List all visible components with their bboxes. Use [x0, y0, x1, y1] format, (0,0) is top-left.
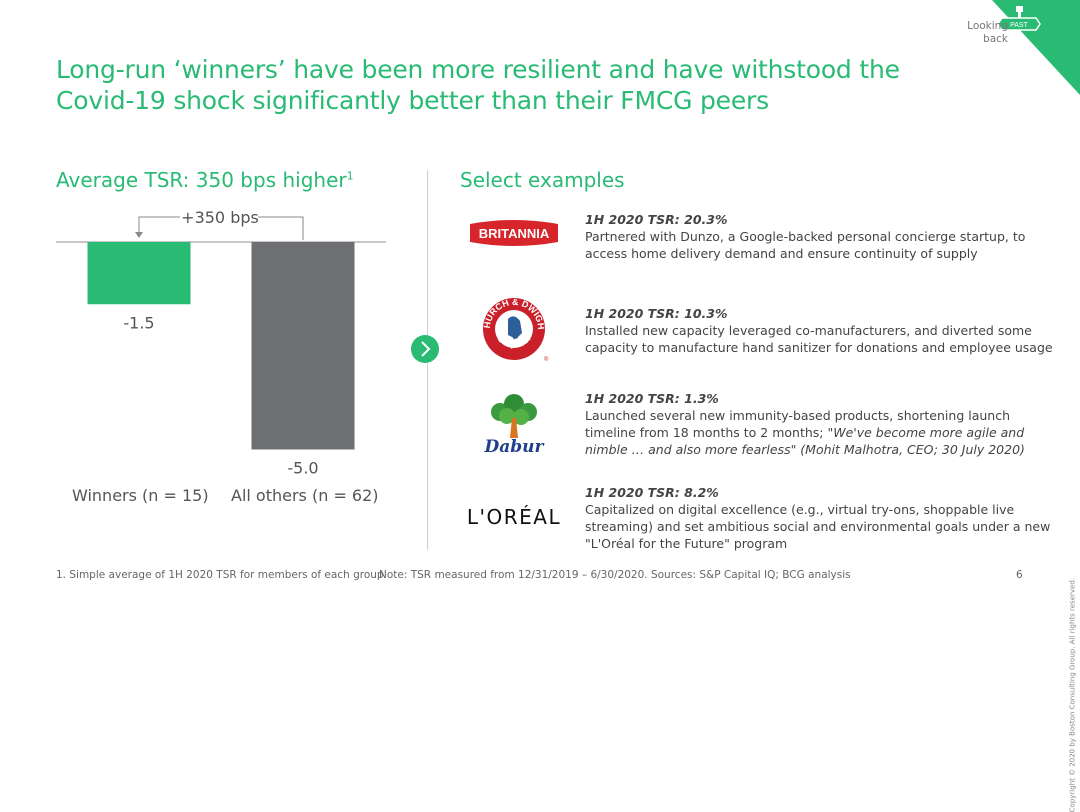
example-1-description: Partnered with Dunzo, a Google-backed pe…	[585, 229, 1026, 261]
example-3-body-text: Launched several new immunity-based prod…	[585, 408, 1010, 440]
example-3-quote: "We've become more agile and nimble … an…	[585, 425, 1025, 457]
page-number: 6	[1016, 569, 1023, 581]
title-line-1: Long-run ‘winners’ have been more resili…	[56, 55, 900, 84]
heading-footnote-marker: 1	[346, 169, 354, 183]
category-label-winners: Winners (n = 15)	[72, 486, 209, 505]
bracket-label: +350 bps	[181, 208, 259, 227]
tsr-bar-chart: -1.5 -5.0 +350 bps	[56, 208, 386, 478]
example-4-description: Capitalized on digital excellence (e.g.,…	[585, 502, 1051, 551]
svg-text:BRITANNIA: BRITANNIA	[479, 226, 550, 241]
page-title: Long-run ‘winners’ have been more resili…	[56, 54, 936, 116]
dabur-logo: Dabur	[458, 392, 570, 458]
looking-back-line1: Looking	[967, 20, 1008, 32]
svg-text:CO., INC.: CO., INC.	[496, 334, 533, 350]
value-label-winners: -1.5	[123, 313, 154, 332]
left-section-heading: Average TSR: 350 bps higher1	[56, 168, 354, 192]
difference-bracket	[135, 216, 304, 240]
value-label-all-others: -5.0	[287, 459, 318, 478]
copyright-notice: Copyright © 2020 by Boston Consulting Gr…	[1068, 578, 1076, 812]
example-3-tsr: 1H 2020 TSR: 1.3%	[585, 391, 719, 406]
chevron-right-icon	[411, 335, 439, 363]
category-label-others: All others (n = 62)	[231, 486, 379, 505]
source-note: Note: TSR measured from 12/31/2019 – 6/3…	[379, 569, 851, 581]
example-2-tsr: 1H 2020 TSR: 10.3%	[585, 306, 728, 321]
svg-text:®: ®	[544, 356, 549, 363]
church-dwight-logo: CHURCH & DWIGHT CO., INC. ®	[458, 295, 570, 365]
past-sign-text: PAST	[1010, 22, 1028, 29]
svg-text:Dabur: Dabur	[484, 437, 545, 457]
looking-back-line2: back	[983, 33, 1008, 45]
example-1-tsr: 1H 2020 TSR: 20.3%	[585, 212, 728, 227]
looking-back-label: Looking back	[967, 20, 1008, 46]
example-4-tsr: 1H 2020 TSR: 8.2%	[585, 485, 719, 500]
left-heading-text: Average TSR: 350 bps higher	[56, 168, 347, 192]
bar-all-others	[251, 242, 355, 450]
example-2-description: Installed new capacity leveraged co-manu…	[585, 323, 1053, 355]
loreal-logo: L'ORÉAL	[466, 505, 562, 529]
past-corner-graphic: PAST	[992, 0, 1080, 95]
bar-winners	[87, 242, 191, 305]
right-section-heading: Select examples	[460, 168, 625, 192]
footnote: 1. Simple average of 1H 2020 TSR for mem…	[56, 569, 384, 581]
title-line-2: Covid-19 shock significantly better than…	[56, 86, 769, 115]
example-3-description: Launched several new immunity-based prod…	[585, 407, 1055, 458]
britannia-logo: BRITANNIA	[458, 212, 570, 254]
